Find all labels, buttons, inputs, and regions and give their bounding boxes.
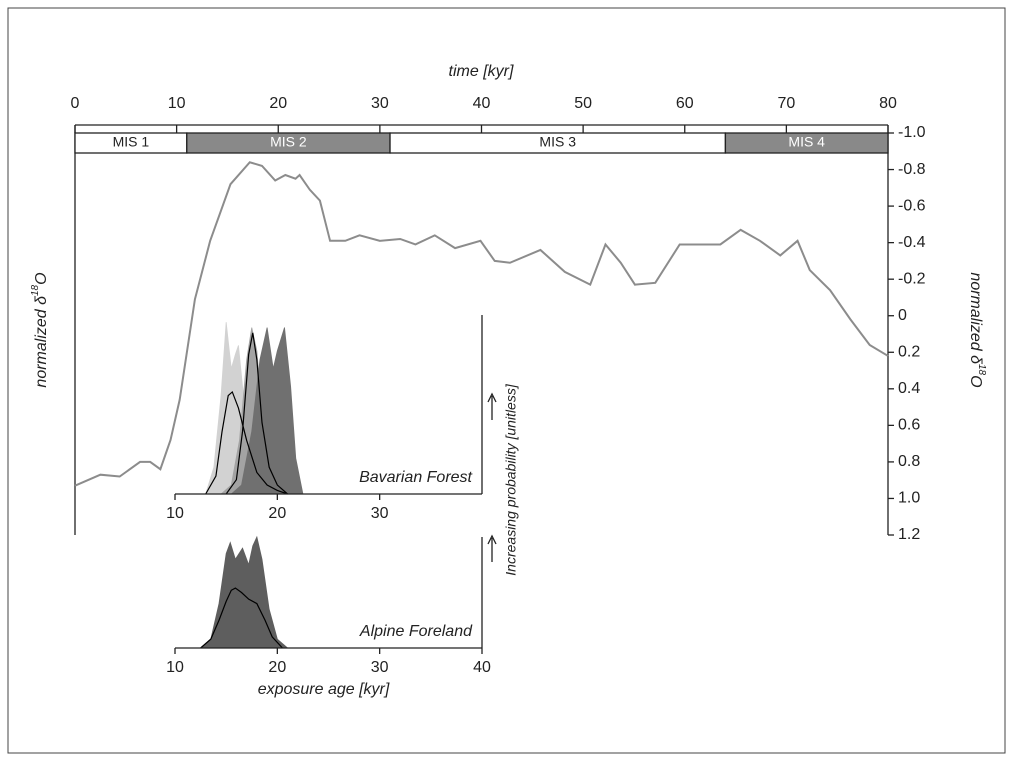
y2-tick-label: -0.2 (898, 270, 926, 287)
y-title-sup: 18 (30, 284, 41, 296)
arrow-head (487, 534, 497, 545)
x-tick-label: 30 (371, 505, 389, 522)
panel-label: Bavarian Forest (359, 469, 472, 486)
y2-tick-label: 0.6 (898, 417, 920, 434)
y2-title-sup: 18 (976, 364, 987, 376)
x-tick-label: 20 (268, 659, 286, 676)
mis-label: MIS 2 (270, 134, 307, 150)
x-tick-label: 30 (371, 95, 389, 112)
mis-label: MIS 1 (113, 134, 150, 150)
mis-label: MIS 4 (788, 134, 825, 150)
y2-title-prefix: normalized δ (967, 272, 984, 365)
probability-curve (205, 390, 288, 495)
x-tick-label: 40 (473, 95, 491, 112)
y2-tick-label: 0.4 (898, 380, 920, 397)
y2-tick-label: 0 (898, 307, 907, 324)
x-tick-label: 70 (777, 95, 795, 112)
x-tick-label: 60 (676, 95, 694, 112)
y2-tick-label: 1.2 (898, 526, 920, 543)
y-title-suffix: O (33, 272, 50, 284)
x-tick-label: 10 (168, 95, 186, 112)
y2-title-suffix: O (967, 375, 984, 387)
x-tick-label: 10 (166, 505, 184, 522)
d18o-curve (74, 161, 889, 487)
probability-title: Increasing probability [unitless] (503, 383, 519, 576)
y2-tick-label: -0.6 (898, 197, 926, 214)
x-tick-label: 0 (71, 95, 80, 112)
x-axis-title: exposure age [kyr] (258, 681, 390, 698)
y2-axis-title: normalized δ18O (967, 272, 988, 387)
mis-label: MIS 3 (539, 134, 576, 150)
panel-label: Alpine Foreland (359, 623, 473, 640)
y2-tick-label: -0.4 (898, 234, 926, 251)
y2-tick-label: 1.0 (898, 490, 920, 507)
probability-area (199, 535, 289, 649)
x-tick-label: 40 (473, 659, 491, 676)
x-tick-label: 10 (166, 659, 184, 676)
y2-tick-label: -1.0 (898, 124, 926, 141)
frame (7, 7, 1006, 754)
probability-area (230, 327, 304, 495)
probability-curve (200, 587, 283, 649)
y2-tick-label: 0.8 (898, 453, 920, 470)
x-tick-label: 80 (879, 95, 897, 112)
y2-tick-label: -0.8 (898, 161, 926, 178)
x-tick-label: 20 (269, 95, 287, 112)
mis-stage (724, 132, 889, 154)
x-tick-label: 30 (371, 659, 389, 676)
probability-curve (225, 332, 288, 495)
x-tick-label: 20 (268, 505, 286, 522)
arrow-head (487, 392, 497, 403)
x-axis-title: time [kyr] (449, 63, 514, 80)
x-tick-label: 50 (574, 95, 592, 112)
y-title-prefix: normalized δ (33, 295, 50, 388)
y-axis-title: normalized δ18O (30, 272, 51, 387)
y2-tick-label: 0.2 (898, 343, 920, 360)
